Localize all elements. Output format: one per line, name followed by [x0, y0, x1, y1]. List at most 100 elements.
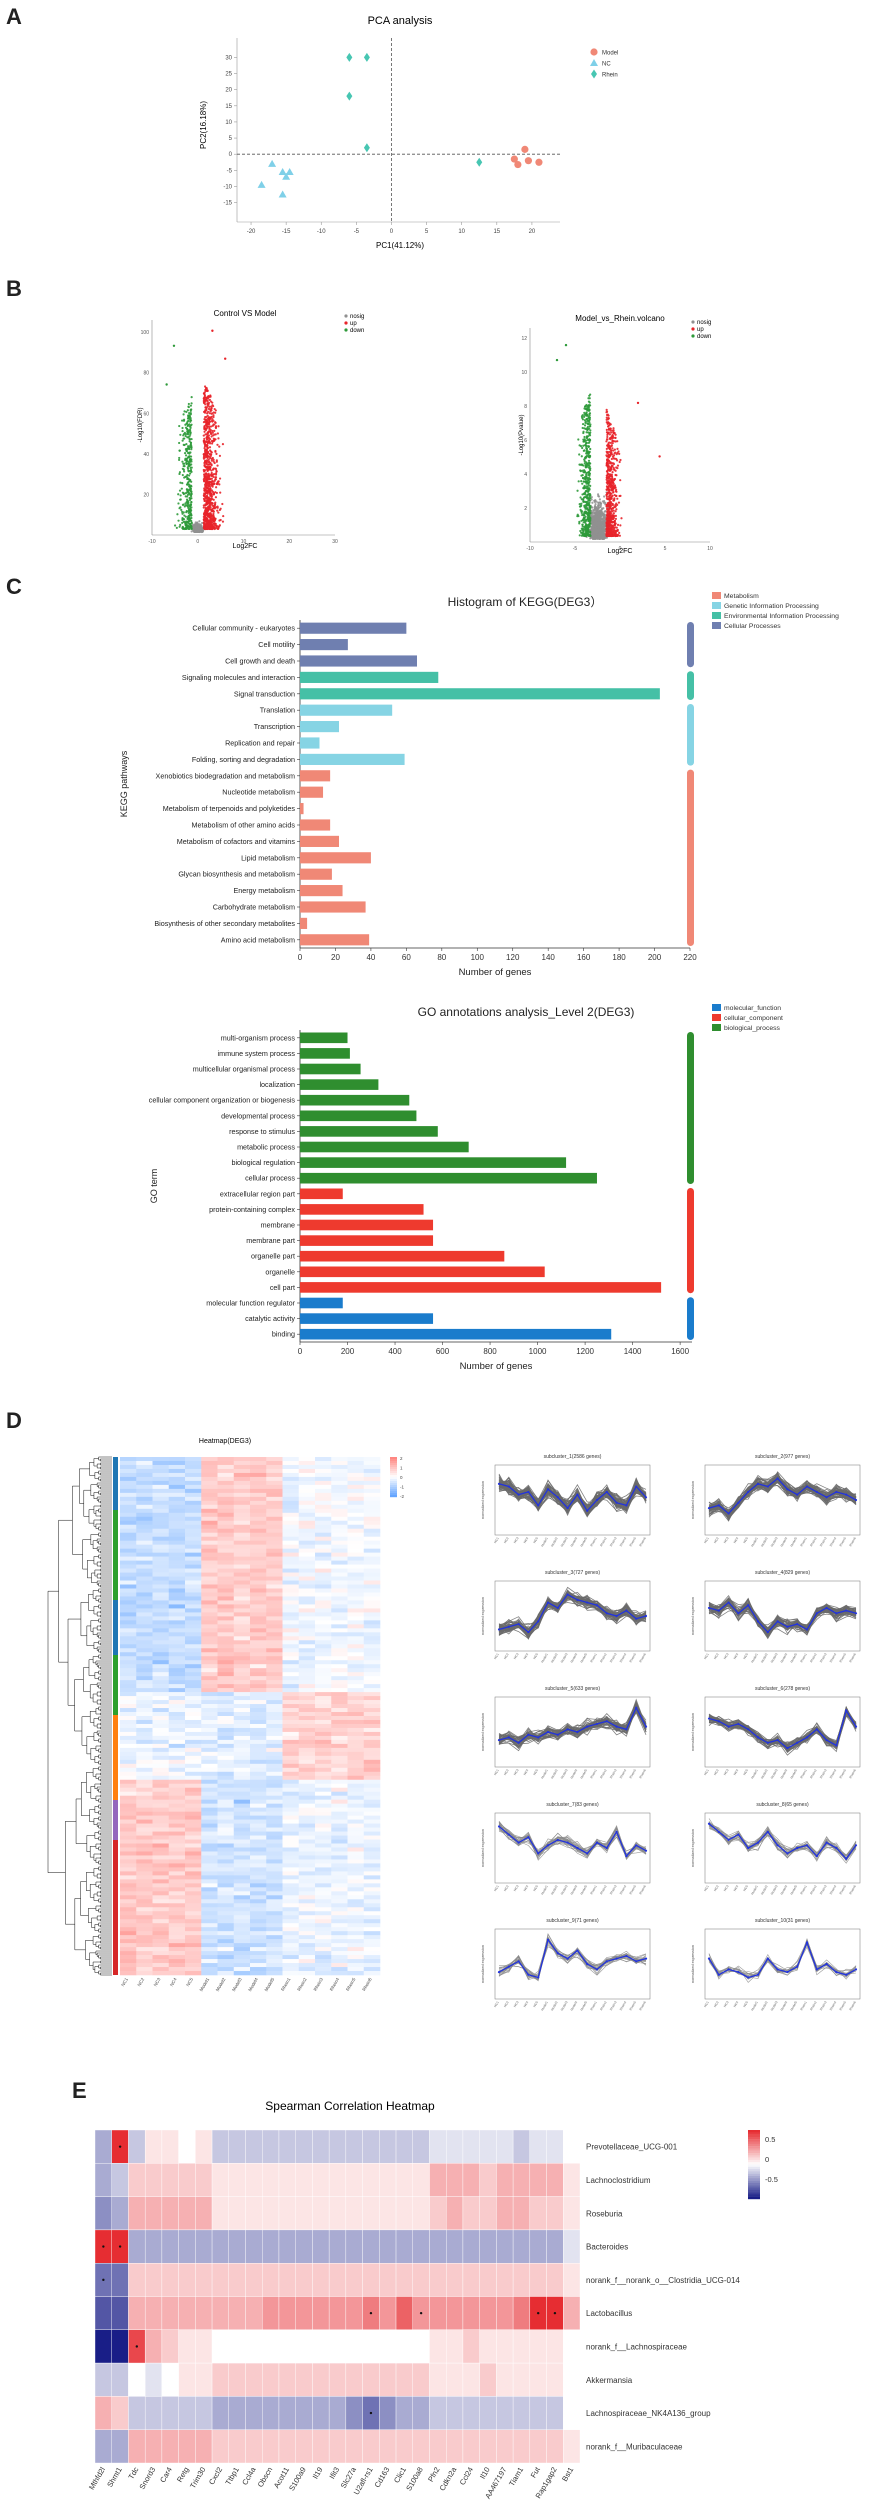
- volcano-point-up: [210, 510, 213, 513]
- volcano-point-up: [213, 522, 217, 525]
- heatmap-cell: [250, 1568, 267, 1573]
- heatmap-cell: [266, 1516, 283, 1522]
- heatmap-cell: [298, 1560, 316, 1565]
- volcano-point-up: [606, 532, 609, 535]
- heatmap-cell: [136, 1524, 153, 1530]
- dendrogram-branch: [98, 1738, 112, 1743]
- dendrogram-branch: [98, 1970, 112, 1975]
- bar-category-label: Signal transduction: [234, 689, 295, 698]
- volcano-point-up: [606, 425, 610, 428]
- heatmap-cell: [250, 1524, 267, 1530]
- dendrogram-branch: [96, 1482, 112, 1487]
- heatmap-cell: [266, 1564, 283, 1569]
- heatmap-cell: [136, 1596, 153, 1601]
- volcano-point-down: [182, 434, 185, 437]
- panel-letter-d: D: [6, 1408, 22, 1433]
- cluster-color-bar: [113, 1510, 118, 1600]
- heatmap-cell: [266, 1464, 283, 1470]
- heatmap-cell: [347, 1572, 365, 1577]
- heatmap-cell: [363, 1488, 381, 1494]
- volcano-point-up: [207, 401, 211, 404]
- volcano-point-down: [184, 515, 187, 518]
- heatmap-cell: [185, 1572, 202, 1577]
- volcano-xtick-label: 20: [286, 539, 292, 545]
- heatmap-cell: [201, 1504, 218, 1510]
- volcano-point-nosig: [600, 513, 604, 516]
- volcano-point-down: [577, 438, 580, 441]
- volcano-point-up: [615, 474, 618, 477]
- volcano-point-nosig: [591, 501, 594, 504]
- dendrogram-branch: [96, 1915, 101, 1921]
- volcano-point-up: [212, 414, 215, 417]
- bar: [300, 671, 439, 683]
- heatmap-cell: [120, 1524, 137, 1530]
- volcano-point-down: [187, 405, 190, 409]
- volcano-point-up: [213, 482, 216, 485]
- heatmap-cell: [363, 1564, 381, 1569]
- heatmap-cell: [201, 1580, 218, 1585]
- volcano-point-up: [204, 396, 207, 399]
- volcano-point-down: [588, 477, 591, 480]
- heatmap-cell: [120, 1457, 137, 1462]
- bar-category-label: immune system process: [218, 1049, 296, 1058]
- heatmap-cell: [298, 1544, 316, 1549]
- dendrogram-branch: [83, 1489, 91, 1517]
- volcano-point-down: [583, 438, 586, 441]
- heatmap-cell: [136, 1476, 153, 1482]
- volcano-point-down: [577, 480, 580, 483]
- volcano-point-up: [611, 524, 614, 528]
- heatmap-cell: [347, 1528, 365, 1534]
- heatmap-cell: [217, 1572, 235, 1577]
- volcano-point-up: [214, 421, 217, 424]
- dendrogram-branch: [100, 1872, 112, 1876]
- volcano-point-down: [182, 511, 185, 514]
- go-chart: GO annotations analysis_Level 2(DEG3)0 20…: [149, 1004, 783, 1372]
- volcano-ytick-label: 4: [524, 472, 527, 478]
- volcano-point-down: [183, 410, 186, 413]
- dendrogram-branch: [98, 1798, 112, 1803]
- volcano-point-down: [186, 483, 189, 486]
- pca-xtick-label: -20: [247, 229, 256, 235]
- volcano-point-up: [210, 406, 213, 410]
- heatmap-cell: [217, 1560, 235, 1565]
- volcano-point-up: [221, 443, 225, 446]
- volcano-point-up: [216, 483, 219, 486]
- volcano-point-down: [190, 445, 193, 449]
- heatmap-cell: [266, 1548, 283, 1553]
- volcano-point-up: [606, 451, 609, 454]
- volcano-point-down: [585, 450, 588, 453]
- volcano-point-down: [185, 511, 188, 514]
- heatmap-cell: [331, 1492, 348, 1498]
- volcano-point-nosig: [591, 530, 594, 533]
- volcano-ytick-label: 10: [521, 370, 527, 376]
- bar: [300, 868, 332, 880]
- heatmap-cell: [201, 1480, 218, 1486]
- volcano-point-down: [586, 527, 589, 530]
- volcano-point-down: [181, 491, 184, 494]
- heatmap-cell: [120, 1460, 137, 1466]
- bar-category-label: Cellular community - eukaryotes: [192, 624, 295, 633]
- volcano-point-nosig: [594, 503, 597, 506]
- heatmap-cell: [250, 1584, 267, 1589]
- volcano-point-up: [203, 427, 207, 430]
- volcano-point-down: [179, 498, 182, 501]
- volcano-point-down: [178, 449, 181, 452]
- chart-xtick-label: 60: [402, 953, 411, 962]
- volcano-point-up: [202, 497, 206, 500]
- heatmap-cell: [217, 1576, 235, 1581]
- heatmap-cell: [331, 1500, 348, 1506]
- heatmap-cell: [282, 1536, 300, 1541]
- volcano-right-legend-nosig: nosig: [697, 320, 711, 326]
- heatmap-cell: [266, 1457, 283, 1462]
- volcano-point-up: [606, 507, 609, 510]
- volcano-point-nosig: [593, 517, 597, 520]
- dendrogram-branch: [100, 1472, 112, 1476]
- heatmap-cell: [136, 1496, 153, 1502]
- volcano-point-up: [606, 444, 609, 447]
- heatmap-cell: [266, 1472, 283, 1478]
- heatmap-cell: [347, 1596, 365, 1601]
- dendrogram-branch: [92, 1656, 99, 1664]
- volcano-point-up: [209, 490, 212, 493]
- dendrogram-branch: [100, 1694, 112, 1698]
